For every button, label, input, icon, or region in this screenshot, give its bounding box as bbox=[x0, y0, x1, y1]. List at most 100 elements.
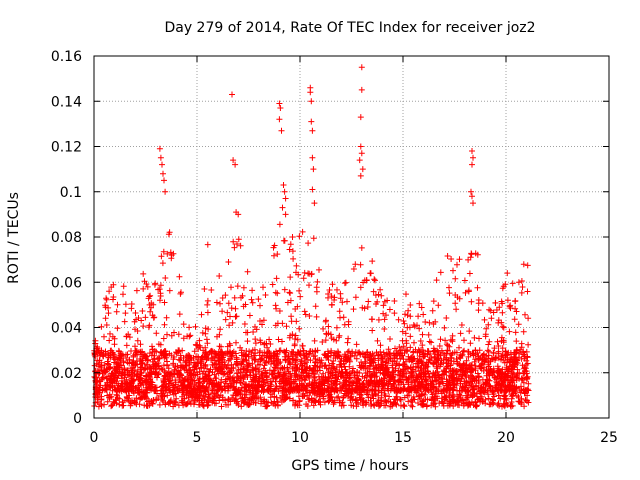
data-point bbox=[301, 308, 308, 315]
data-point bbox=[249, 287, 256, 294]
data-point bbox=[407, 333, 414, 340]
data-point bbox=[103, 295, 110, 302]
data-point bbox=[166, 287, 173, 294]
data-point bbox=[485, 348, 492, 355]
data-point bbox=[391, 396, 398, 403]
data-point bbox=[350, 306, 357, 313]
data-point bbox=[320, 325, 327, 332]
data-point bbox=[144, 398, 151, 405]
data-point bbox=[289, 234, 296, 240]
data-point bbox=[365, 298, 372, 305]
data-point bbox=[345, 321, 352, 328]
data-point bbox=[246, 401, 252, 408]
data-point bbox=[322, 318, 329, 325]
data-point bbox=[306, 313, 313, 319]
data-point bbox=[377, 342, 384, 349]
data-point bbox=[162, 401, 169, 408]
data-point bbox=[452, 275, 459, 282]
data-point bbox=[98, 396, 105, 403]
data-point bbox=[164, 358, 170, 365]
data-point bbox=[176, 311, 183, 318]
data-point bbox=[380, 302, 387, 309]
data-point bbox=[191, 348, 198, 355]
data-point bbox=[225, 259, 232, 265]
data-point bbox=[98, 323, 105, 330]
data-point bbox=[268, 371, 275, 378]
chart-title: Day 279 of 2014, Rate Of TEC Index for r… bbox=[164, 20, 535, 36]
data-point bbox=[248, 296, 255, 303]
data-point bbox=[233, 339, 239, 346]
data-point bbox=[221, 359, 228, 365]
data-point bbox=[462, 289, 469, 296]
data-point bbox=[300, 275, 307, 282]
data-point bbox=[305, 240, 312, 247]
data-point bbox=[132, 310, 139, 316]
data-point bbox=[416, 349, 423, 356]
data-point bbox=[92, 337, 99, 344]
data-point bbox=[520, 379, 527, 386]
data-point bbox=[257, 394, 264, 401]
data-point bbox=[340, 314, 347, 321]
data-point bbox=[283, 323, 290, 330]
data-point bbox=[499, 309, 506, 316]
data-point bbox=[359, 166, 366, 173]
data-point bbox=[333, 350, 340, 357]
data-point bbox=[422, 319, 429, 325]
data-point bbox=[358, 86, 365, 93]
data-point bbox=[211, 371, 218, 378]
y-tick-label: 0 bbox=[73, 411, 82, 427]
data-point bbox=[297, 293, 304, 300]
data-point bbox=[293, 262, 300, 269]
data-point bbox=[426, 373, 433, 380]
data-point bbox=[342, 279, 349, 286]
data-point bbox=[260, 284, 266, 291]
data-point bbox=[378, 394, 385, 401]
data-point bbox=[155, 354, 162, 361]
data-point bbox=[378, 292, 385, 299]
data-point bbox=[274, 290, 281, 297]
data-point bbox=[368, 316, 375, 323]
data-point bbox=[109, 349, 116, 356]
data-point bbox=[386, 306, 393, 313]
data-point bbox=[199, 354, 206, 361]
data-point bbox=[222, 316, 229, 323]
y-tick-label: 0.1 bbox=[60, 185, 82, 201]
data-point bbox=[291, 342, 298, 349]
data-point bbox=[201, 286, 208, 292]
data-point bbox=[475, 300, 482, 307]
data-point bbox=[120, 283, 127, 290]
data-point bbox=[159, 366, 166, 373]
data-point bbox=[400, 318, 407, 324]
data-point bbox=[272, 289, 279, 296]
data-point bbox=[437, 269, 444, 276]
data-point bbox=[140, 270, 147, 277]
data-point bbox=[494, 338, 501, 345]
data-point bbox=[326, 287, 333, 293]
data-point bbox=[518, 289, 525, 296]
data-point bbox=[287, 290, 294, 297]
data-point bbox=[524, 354, 531, 361]
data-point bbox=[430, 298, 437, 305]
data-point bbox=[525, 341, 532, 348]
data-point bbox=[311, 371, 318, 378]
data-point bbox=[338, 364, 345, 371]
data-point bbox=[113, 308, 120, 315]
data-point bbox=[142, 314, 149, 321]
data-point bbox=[357, 143, 364, 150]
data-point bbox=[417, 338, 424, 344]
data-point bbox=[204, 397, 211, 404]
data-point bbox=[325, 398, 332, 405]
data-point bbox=[512, 329, 519, 336]
data-point bbox=[418, 392, 425, 399]
data-point bbox=[339, 299, 346, 306]
data-point bbox=[372, 277, 378, 284]
data-point bbox=[103, 296, 110, 303]
data-point bbox=[204, 297, 211, 304]
data-point bbox=[160, 335, 167, 342]
data-point bbox=[465, 288, 472, 295]
data-point bbox=[204, 309, 211, 316]
data-point bbox=[203, 336, 210, 343]
data-point bbox=[316, 364, 323, 371]
data-point bbox=[344, 298, 350, 305]
data-point bbox=[369, 258, 376, 265]
